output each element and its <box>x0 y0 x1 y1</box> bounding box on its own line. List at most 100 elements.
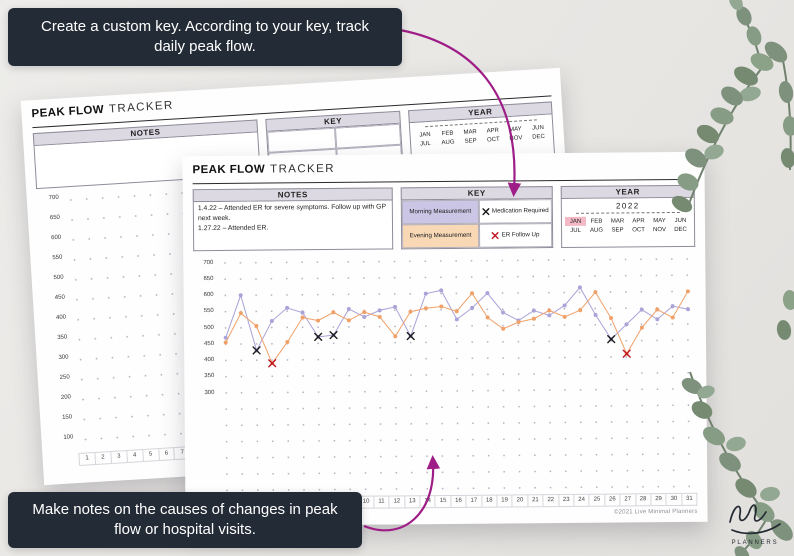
key-swatch-label: Morning Measurement <box>409 207 472 216</box>
day-16: 16 <box>450 495 466 507</box>
y-tick-700: 700 <box>203 259 214 266</box>
y-tick-100: 100 <box>63 433 74 441</box>
month-aug: AUG <box>590 227 604 234</box>
logo-brand-text: PLANNERS <box>732 540 779 546</box>
month-sep: SEP <box>464 137 477 145</box>
day-12: 12 <box>388 496 405 508</box>
y-tick-600: 600 <box>203 292 214 299</box>
month-feb: FEB <box>590 218 603 225</box>
key-grid: Morning Measurement Medication Required Ev… <box>401 199 553 249</box>
y-tick-300: 300 <box>58 353 69 361</box>
y-tick-350: 350 <box>204 373 215 380</box>
y-tick-500: 500 <box>53 274 64 281</box>
y-tick-150: 150 <box>61 413 73 421</box>
day-20: 20 <box>511 495 528 507</box>
notes-section: NOTES 1.4.22 – Attended ER for severe sy… <box>192 187 394 252</box>
back-title-regular: TRACKER <box>108 99 175 116</box>
y-tick-400: 400 <box>55 313 67 321</box>
bottom-banner-text: Make notes on the causes of changes in p… <box>32 500 338 538</box>
month-may: MAY <box>653 217 666 224</box>
month-dec: DEC <box>674 226 687 233</box>
back-title-bold: PEAK FLOW <box>31 103 105 121</box>
month-oct: OCT <box>486 136 500 143</box>
y-tick-450: 450 <box>54 294 65 301</box>
day-11: 11 <box>373 496 389 508</box>
key-symbol-label: ER Follow Up <box>501 231 540 239</box>
month-jan: JAN <box>564 216 587 226</box>
y-tick-200: 200 <box>60 393 72 401</box>
month-mar: MAR <box>610 217 625 225</box>
day-24: 24 <box>573 494 589 506</box>
brand-logo: PLANNERS <box>729 504 781 546</box>
day-29: 29 <box>650 494 666 506</box>
top-banner-text: Create a custom key. According to your k… <box>41 17 369 55</box>
month-nov: NOV <box>509 134 523 142</box>
day-30: 30 <box>665 493 682 506</box>
title-regular: TRACKER <box>270 162 335 176</box>
y-tick-650: 650 <box>203 275 214 282</box>
month-jun: JUN <box>674 217 687 224</box>
day-6: 6 <box>157 448 175 461</box>
key-symbol-label: Medication Required <box>491 207 549 215</box>
day-1: 1 <box>78 453 95 465</box>
month-aug: AUG <box>441 138 455 146</box>
day-26: 26 <box>604 494 620 506</box>
y-tick-250: 250 <box>59 373 70 381</box>
y-tick-350: 350 <box>57 333 68 341</box>
day-15: 15 <box>434 495 451 508</box>
day-14: 14 <box>419 496 435 508</box>
y-tick-700: 700 <box>48 194 59 201</box>
key-item-1: Medication Required <box>478 199 552 224</box>
key-x-marker-icon <box>492 232 500 240</box>
bottom-annotation-banner: Make notes on the causes of changes in p… <box>8 492 362 548</box>
note-line: 1.27.22 – Attended ER. <box>197 224 269 232</box>
day-28: 28 <box>634 494 651 506</box>
key-swatch-label: Evening Measurement <box>409 231 472 240</box>
months-grid: JAN FEB MAR APR MAY JUN JUL AUG SEP OCT NOV DEC <box>564 216 691 235</box>
y-tick-650: 650 <box>49 214 61 221</box>
y-tick-600: 600 <box>50 234 62 241</box>
month-sep: SEP <box>611 226 624 234</box>
day-5: 5 <box>141 449 159 462</box>
month-jul: JUL <box>419 140 431 148</box>
day-13: 13 <box>404 496 420 508</box>
year-value: 2022 <box>615 201 640 211</box>
header-band: NOTES 1.4.22 – Attended ER for severe sy… <box>192 184 696 252</box>
sheet-title: PEAK FLOW TRACKER <box>192 159 695 185</box>
month-dec: DEC <box>532 133 546 141</box>
logo-signature-icon <box>729 504 781 535</box>
key-item-0: Morning Measurement <box>401 199 479 225</box>
year-section: YEAR 2022 JAN FEB MAR APR MAY JUN JUL AUG SEP OCT… <box>560 184 696 248</box>
day-25: 25 <box>588 494 605 506</box>
chart-dot-grid <box>217 252 698 497</box>
y-tick-550: 550 <box>52 254 63 261</box>
day-31: 31 <box>681 493 697 505</box>
day-3: 3 <box>110 451 127 464</box>
chart-y-axis: 700 650 600 550 500 450 400 350 300 <box>193 257 219 510</box>
key-item-2: Evening Measurement <box>401 223 480 249</box>
key-item-3: ER Follow Up <box>478 223 553 248</box>
day-19: 19 <box>496 495 512 507</box>
peak-flow-chart <box>223 285 691 368</box>
day-2: 2 <box>94 452 111 464</box>
y-tick-550: 550 <box>203 308 214 315</box>
year-header: YEAR <box>560 184 695 199</box>
day-27: 27 <box>619 494 636 506</box>
day-21: 21 <box>527 495 543 507</box>
y-tick-400: 400 <box>204 357 215 364</box>
title-bold: PEAK FLOW <box>192 163 266 177</box>
front-tracker-sheet: PEAK FLOW TRACKER NOTES 1.4.22 – Attende… <box>182 151 708 527</box>
day-4: 4 <box>126 450 143 463</box>
day-23: 23 <box>557 494 574 507</box>
month-apr: APR <box>632 217 645 224</box>
day-18: 18 <box>481 495 497 507</box>
key-section: KEY Morning Measurement Medication Requir… <box>400 186 554 250</box>
year-dashed-rule <box>576 211 680 214</box>
key-x-marker-icon <box>482 208 490 216</box>
month-oct: OCT <box>632 226 645 233</box>
notes-body: 1.4.22 – Attended ER for severe symptoms… <box>192 200 394 252</box>
y-tick-500: 500 <box>203 324 214 331</box>
key-header: KEY <box>400 186 553 201</box>
day-17: 17 <box>465 495 482 507</box>
